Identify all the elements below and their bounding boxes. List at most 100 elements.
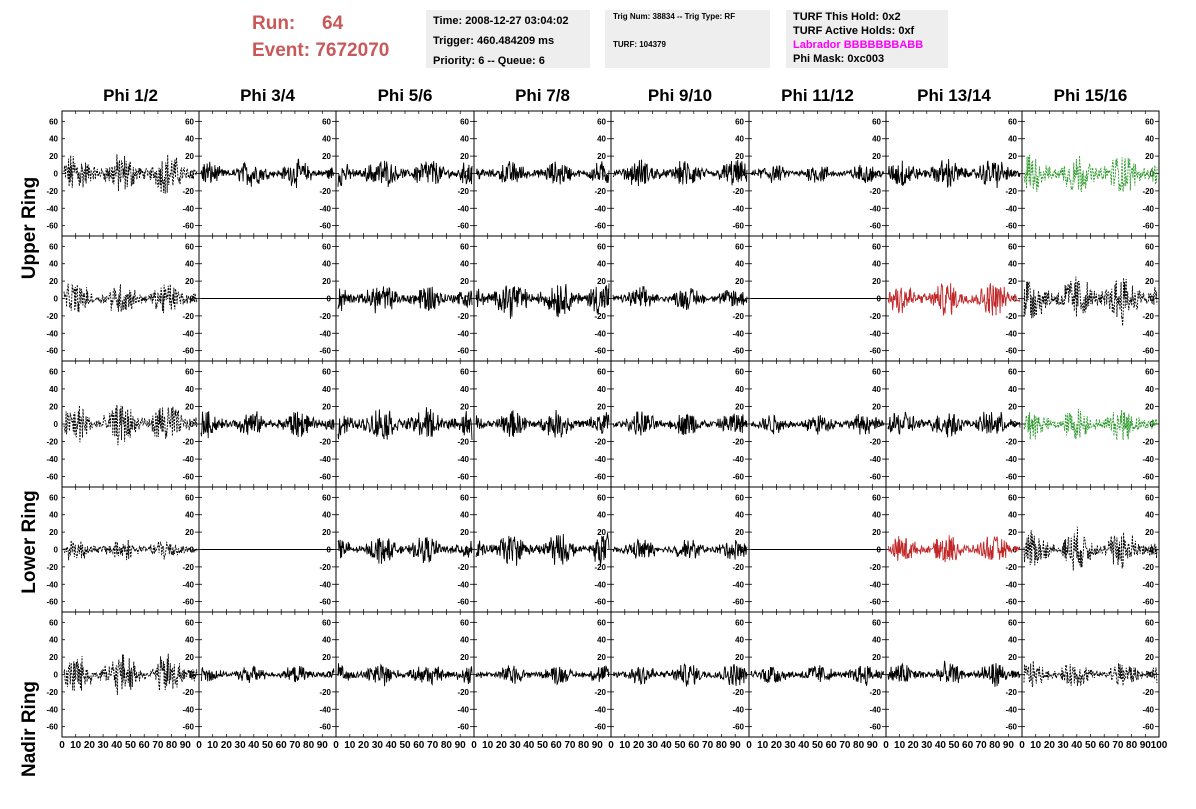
y-tick-label: 40 [1145, 385, 1154, 394]
y-tick-label: -60 [46, 473, 58, 482]
y-tick-label: 0 [1013, 295, 1018, 304]
y-tick-label: -60 [457, 723, 469, 732]
y-tick-label: -20 [182, 563, 194, 572]
y-tick-label: 40 [872, 636, 881, 645]
y-tick-label: 60 [49, 117, 58, 126]
time-text: Time: 2008-12-27 03:04:02 [433, 15, 569, 27]
x-tick-label: 10 [482, 740, 494, 751]
y-tick-label: 20 [1145, 653, 1154, 662]
y-tick-label: -60 [46, 598, 58, 607]
x-tick-label: 10 [894, 740, 906, 751]
y-tick-label: 60 [49, 493, 58, 502]
y-tick-label: 40 [460, 511, 469, 520]
y-tick-label: -20 [732, 187, 744, 196]
y-tick-label: 40 [460, 260, 469, 269]
y-tick-label: 20 [322, 277, 331, 286]
y-tick-label: 20 [1145, 528, 1154, 537]
x-tick-label: 0 [608, 740, 614, 751]
y-tick-label: 20 [735, 152, 744, 161]
y-tick-label: 20 [872, 152, 881, 161]
y-tick-label: 40 [49, 135, 58, 144]
y-tick-label: 60 [597, 242, 606, 251]
y-tick-label: -20 [457, 438, 469, 447]
waveform-trace [63, 653, 198, 695]
x-tick-label: 90 [180, 740, 192, 751]
y-tick-label: -20 [594, 688, 606, 697]
y-tick-label: 20 [322, 152, 331, 161]
y-tick-label: -60 [1142, 598, 1154, 607]
y-tick-label: 20 [1145, 277, 1154, 286]
y-tick-label: 20 [597, 402, 606, 411]
waveform-trace [475, 283, 610, 319]
waveform-trace [750, 414, 885, 435]
y-tick-label: -20 [457, 187, 469, 196]
y-tick-label: -60 [319, 598, 331, 607]
x-tick-label: 30 [785, 740, 797, 751]
x-tick-label: 50 [1085, 740, 1097, 751]
y-tick-label: -20 [869, 312, 881, 321]
y-tick-label: -60 [1142, 347, 1154, 356]
x-tick-label: 40 [386, 740, 398, 751]
y-tick-label: -40 [732, 580, 744, 589]
y-tick-label: -60 [319, 347, 331, 356]
x-tick-label: 60 [826, 740, 838, 751]
y-tick-label: 20 [49, 653, 58, 662]
y-tick-label: -60 [1142, 473, 1154, 482]
trigger-text: Trigger: 460.484209 ms [433, 35, 555, 47]
y-tick-label: -60 [594, 222, 606, 231]
y-tick-label: -20 [1005, 688, 1017, 697]
waveform-trace [750, 164, 885, 184]
y-tick-label: -20 [869, 187, 881, 196]
y-tick-label: -40 [1005, 705, 1017, 714]
column-header: Phi 7/8 [515, 86, 570, 105]
y-tick-label: -60 [732, 598, 744, 607]
y-tick-label: 0 [190, 170, 195, 179]
y-tick-label: -40 [594, 329, 606, 338]
x-tick-label: 50 [948, 740, 960, 751]
y-tick-label: -20 [457, 563, 469, 572]
x-tick-label: 40 [661, 740, 673, 751]
y-tick-label: -20 [1142, 563, 1154, 572]
x-tick-label: 40 [798, 740, 810, 751]
waveform-trace [1023, 154, 1158, 193]
y-tick-label: -60 [1005, 598, 1017, 607]
y-tick-label: 60 [1008, 367, 1017, 376]
y-tick-label: 60 [322, 618, 331, 627]
y-tick-label: -40 [457, 580, 469, 589]
x-tick-label: 80 [578, 740, 590, 751]
waveform-trace [1023, 276, 1158, 326]
y-tick-label: 60 [322, 493, 331, 502]
y-tick-label: -60 [457, 598, 469, 607]
y-tick-label: 40 [49, 636, 58, 645]
x-tick-label: 60 [139, 740, 151, 751]
y-tick-label: -40 [1142, 705, 1154, 714]
y-tick-label: -60 [594, 347, 606, 356]
y-tick-label: -60 [594, 723, 606, 732]
y-tick-label: 60 [185, 493, 194, 502]
waveform-trace [612, 285, 748, 310]
y-tick-label: -40 [1005, 580, 1017, 589]
y-tick-label: 40 [185, 511, 194, 520]
y-tick-label: -40 [732, 204, 744, 213]
x-tick-label: 0 [471, 740, 477, 751]
y-tick-label: 20 [322, 402, 331, 411]
y-tick-label: 0 [877, 420, 882, 429]
x-tick-label: 80 [716, 740, 728, 751]
y-tick-label: -20 [182, 312, 194, 321]
y-tick-label: -20 [869, 438, 881, 447]
y-tick-label: -40 [594, 580, 606, 589]
y-tick-label: -40 [182, 455, 194, 464]
y-tick-label: -20 [46, 312, 58, 321]
panel-frame [1021, 110, 1160, 237]
y-tick-label: -60 [46, 347, 58, 356]
y-tick-label: -40 [46, 455, 58, 464]
y-tick-label: -40 [319, 580, 331, 589]
y-tick-label: 40 [735, 511, 744, 520]
x-tick-label: 30 [235, 740, 247, 751]
